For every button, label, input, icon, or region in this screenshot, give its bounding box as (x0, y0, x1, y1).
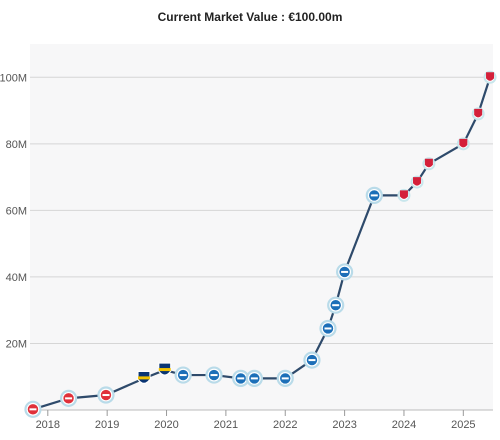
y-tick-label: 60M (6, 205, 27, 217)
data-point (59, 389, 78, 407)
marker-shape (474, 108, 483, 118)
data-point (205, 366, 223, 384)
marker-stripe (137, 376, 150, 380)
y-tick-label: 20M (6, 338, 27, 350)
data-point (456, 137, 470, 151)
data-point (365, 186, 383, 204)
marker-shape (459, 138, 468, 148)
data-point (336, 263, 354, 281)
data-point (319, 319, 337, 338)
x-tick-label: 2018 (36, 419, 60, 431)
marker-stripe (324, 327, 332, 330)
data-point (174, 366, 192, 384)
marker-stripe (281, 377, 289, 380)
y-tick-label: 80M (6, 139, 27, 151)
marker-stripe (29, 408, 37, 411)
data-point (158, 362, 172, 376)
data-point (483, 70, 497, 84)
y-tick-label: 40M (6, 272, 27, 284)
x-tick-label: 2023 (332, 419, 356, 431)
marker-shape (413, 177, 422, 186)
plot-area (30, 44, 493, 410)
chart-title: Current Market Value : €100.00m (157, 10, 343, 24)
data-point (471, 107, 485, 121)
marker-stripe (102, 394, 110, 397)
marker-stripe (250, 377, 258, 380)
marker-stripe (308, 359, 316, 362)
marker-stripe (158, 368, 171, 372)
marker-shape (486, 72, 495, 81)
data-point (276, 369, 294, 387)
y-tick-label: 100M (0, 72, 27, 84)
marker-shape (424, 158, 433, 168)
data-point (410, 175, 424, 189)
marker-stripe (237, 377, 245, 380)
x-tick-label: 2022 (273, 419, 297, 431)
marker-stripe (370, 194, 378, 197)
data-point (245, 369, 263, 387)
marker-stripe (210, 374, 218, 377)
x-tick-label: 2024 (392, 419, 416, 431)
marker-stripe (341, 270, 349, 273)
x-tick-label: 2021 (214, 419, 238, 431)
marker-stripe (65, 397, 73, 400)
data-point (303, 351, 321, 369)
data-point (397, 188, 411, 202)
data-point (137, 370, 151, 384)
x-tick-label: 2019 (95, 419, 119, 431)
data-point (422, 157, 436, 171)
marker-shape (399, 190, 408, 199)
x-tick-label: 2020 (154, 419, 178, 431)
data-point (97, 386, 115, 404)
x-tick-label: 2025 (451, 419, 475, 431)
marker-stripe (179, 374, 187, 377)
data-point (327, 296, 345, 314)
data-point (24, 400, 42, 418)
marker-stripe (332, 304, 340, 307)
